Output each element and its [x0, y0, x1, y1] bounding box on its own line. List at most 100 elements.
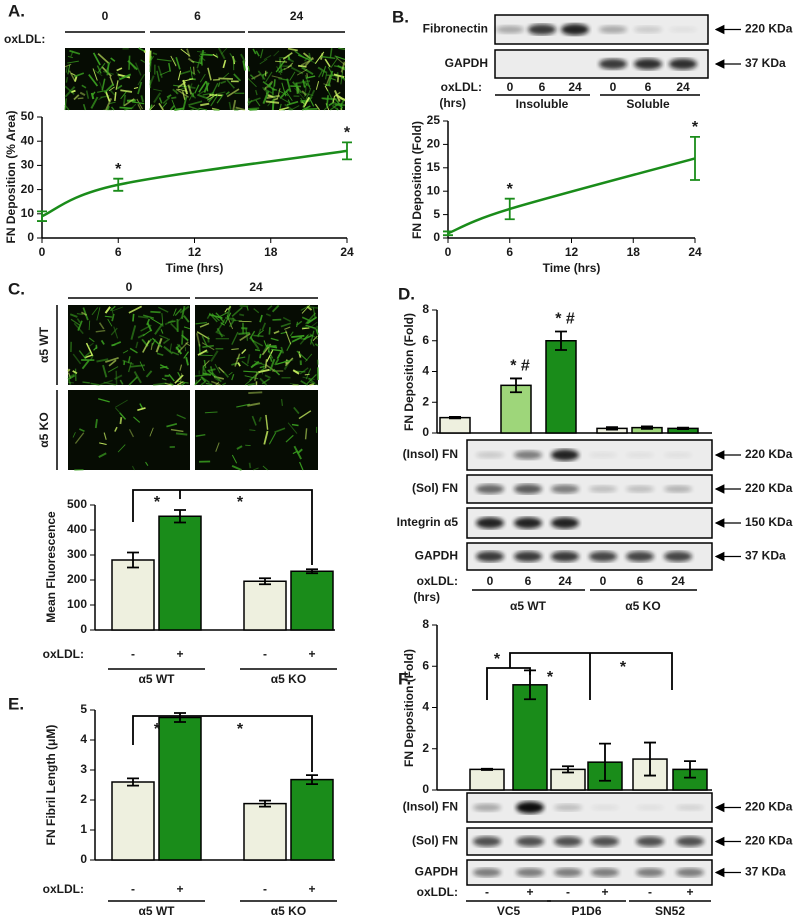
fibril: [181, 305, 186, 319]
fibril: [241, 348, 247, 355]
fibril: [73, 322, 84, 335]
fibril: [247, 97, 261, 104]
fibril: [82, 381, 90, 384]
fibril: [304, 428, 308, 440]
fibril: [273, 79, 276, 87]
fibril: [140, 324, 152, 332]
fibril: [119, 417, 123, 425]
fibril: [308, 52, 312, 60]
error-bar: [481, 767, 493, 771]
band: [599, 25, 627, 34]
fibril: [262, 465, 268, 471]
x-tick-label: 0: [445, 245, 452, 259]
fibril: [85, 342, 94, 357]
band: [514, 517, 542, 529]
fibril: [68, 379, 72, 385]
fibril: [181, 330, 184, 345]
fibril: [287, 57, 295, 63]
treatment-label: oxLDL:: [441, 80, 482, 94]
fibril: [170, 55, 177, 67]
y-tick-label: 100: [67, 597, 87, 611]
fibril: [255, 89, 258, 96]
fibril: [296, 350, 308, 361]
fibril: [182, 91, 186, 101]
blot-row-label: GAPDH: [445, 56, 488, 70]
fibril: [247, 402, 261, 407]
band: [676, 804, 704, 811]
x-tick-label: 24: [340, 245, 354, 259]
fibril: [246, 354, 251, 364]
fibril: [169, 343, 173, 352]
lane-label: 0: [600, 574, 607, 588]
fibril: [203, 360, 210, 367]
band: [626, 551, 654, 562]
fibril: [315, 329, 319, 335]
bar: [439, 416, 471, 434]
panel-label: B.: [392, 7, 409, 26]
fibril: [159, 334, 169, 340]
annotation: *: [547, 669, 554, 686]
fibril: [312, 307, 316, 317]
fibril: [280, 322, 292, 328]
fibril: [67, 60, 79, 64]
y-tick-label: 25: [427, 113, 441, 127]
fibril: [248, 462, 252, 469]
error-bar: [641, 425, 653, 430]
fibril: [304, 56, 314, 67]
fibril: [140, 95, 144, 103]
fibril: [69, 313, 78, 318]
annotation: *: [154, 494, 161, 511]
fibril: [264, 374, 271, 379]
fibril: [221, 382, 227, 386]
y-axis-label: FN Deposition (% Area): [4, 111, 18, 244]
fibril: [123, 360, 126, 366]
fibril: [96, 307, 101, 321]
fibril: [159, 70, 171, 76]
error-bar: [684, 760, 696, 779]
fibril: [291, 334, 305, 338]
fibril: [235, 106, 246, 111]
fibril: [161, 377, 167, 381]
fibril: [187, 57, 195, 64]
size-marker: 37 KDa: [745, 865, 786, 879]
fibril: [259, 49, 264, 59]
fibril: [262, 80, 276, 91]
fibril: [309, 381, 319, 386]
band: [626, 485, 654, 493]
fibril: [176, 381, 184, 386]
error-bar: [443, 230, 453, 237]
fibril: [188, 93, 193, 101]
annotation: *: [692, 119, 699, 136]
error-bar: [127, 777, 139, 787]
blot: [466, 859, 713, 886]
fibril: [251, 73, 261, 80]
fibril: [267, 94, 274, 98]
fibril: [340, 71, 344, 85]
x-axis-label: Time (hrs): [166, 261, 224, 275]
y-tick-label: 3: [80, 762, 87, 776]
fibril: [196, 57, 202, 69]
band: [664, 551, 692, 562]
fibril: [304, 108, 318, 111]
band: [516, 801, 544, 814]
fibril: [308, 97, 313, 101]
fibril: [162, 338, 171, 345]
fibril: [84, 354, 93, 359]
fibril: [112, 306, 123, 312]
blot-row-label: (Sol) FN: [412, 481, 458, 495]
fibril: [214, 363, 221, 374]
fibril: [201, 335, 208, 347]
fibril: [137, 81, 143, 95]
fibril: [267, 305, 273, 311]
fibril: [73, 72, 85, 78]
y-axis-label: Mean Fluorescence: [44, 511, 58, 623]
error-bar: [342, 141, 352, 161]
fibril: [273, 50, 280, 57]
band: [476, 484, 504, 494]
error-bar: [555, 330, 567, 351]
fibril: [244, 375, 259, 380]
y-tick-label: 20: [21, 182, 35, 196]
fibril: [92, 52, 101, 66]
lane-label: 24: [671, 574, 685, 588]
fibril: [264, 94, 268, 101]
